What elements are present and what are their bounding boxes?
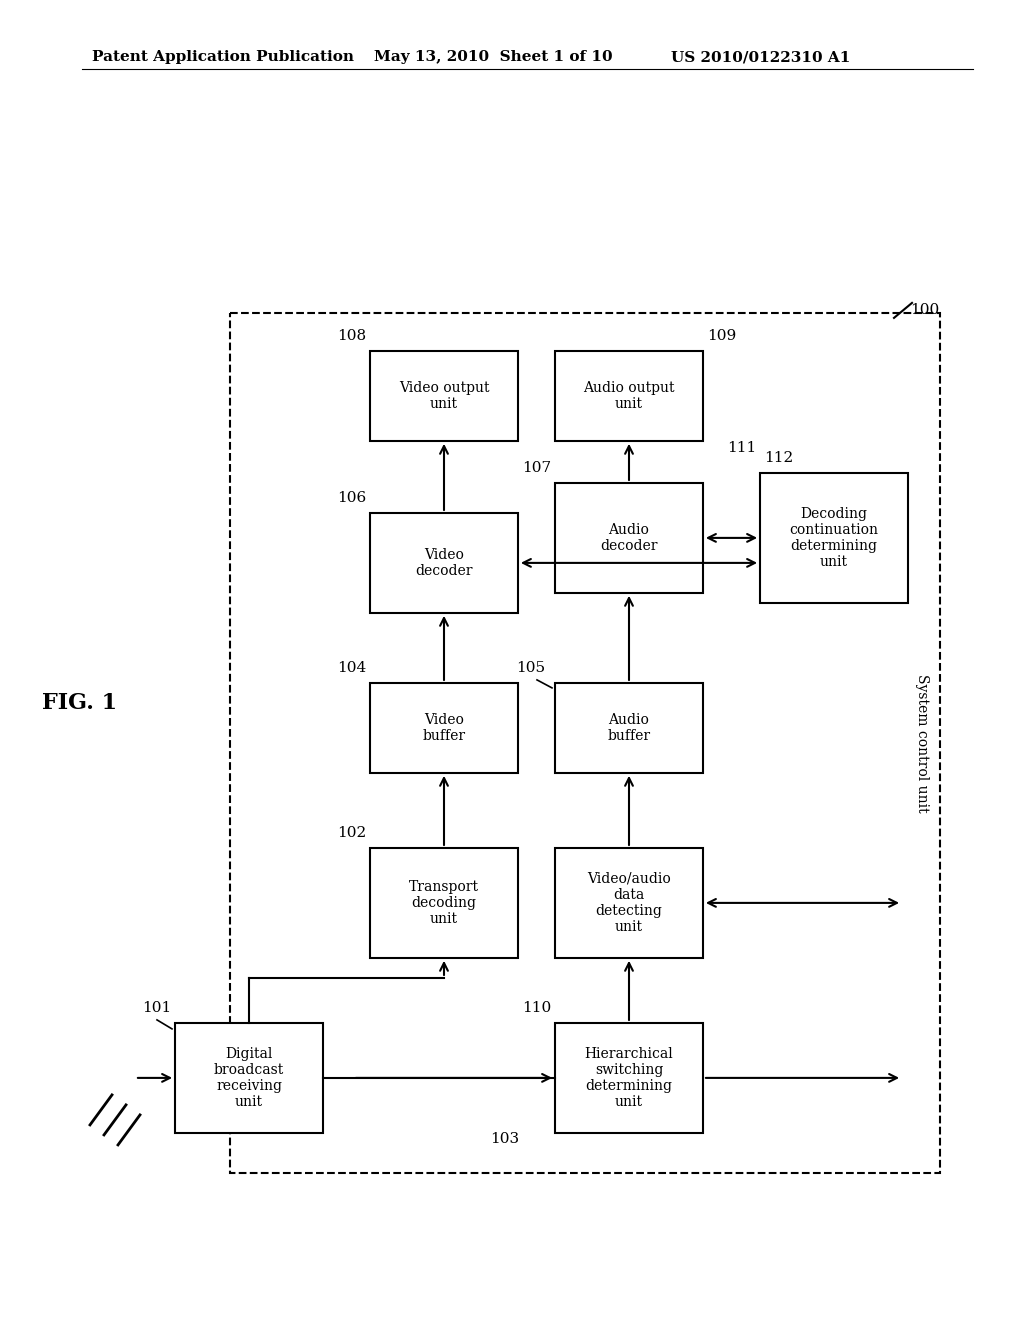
Bar <box>175 1023 323 1133</box>
Text: Decoding
continuation
determining
unit: Decoding continuation determining unit <box>790 507 879 569</box>
Text: Video output
unit: Video output unit <box>398 380 489 411</box>
Bar <box>370 847 518 958</box>
Text: 104: 104 <box>337 661 366 675</box>
Text: Patent Application Publication: Patent Application Publication <box>92 50 354 65</box>
Bar <box>555 1023 703 1133</box>
Bar <box>555 483 703 593</box>
Text: 107: 107 <box>522 461 551 475</box>
Text: 111: 111 <box>727 441 756 455</box>
Text: 108: 108 <box>337 329 366 343</box>
Bar <box>555 682 703 774</box>
Bar <box>555 351 703 441</box>
Text: 100: 100 <box>910 302 939 317</box>
Text: 110: 110 <box>522 1001 551 1015</box>
Bar <box>370 682 518 774</box>
Text: Transport
decoding
unit: Transport decoding unit <box>409 879 479 927</box>
Text: Digital
broadcast
receiving
unit: Digital broadcast receiving unit <box>214 1047 284 1109</box>
Text: FIG. 1: FIG. 1 <box>42 692 118 714</box>
Text: Hierarchical
switching
determining
unit: Hierarchical switching determining unit <box>585 1047 674 1109</box>
Text: Video/audio
data
detecting
unit: Video/audio data detecting unit <box>587 871 671 935</box>
Text: 109: 109 <box>707 329 736 343</box>
Text: Video
buffer: Video buffer <box>423 713 466 743</box>
Text: 101: 101 <box>141 1001 171 1015</box>
Text: 112: 112 <box>764 451 794 465</box>
Text: Audio
buffer: Audio buffer <box>607 713 650 743</box>
Text: Video
decoder: Video decoder <box>416 548 473 578</box>
Bar <box>760 473 908 603</box>
Bar <box>230 313 940 1173</box>
Text: US 2010/0122310 A1: US 2010/0122310 A1 <box>671 50 850 65</box>
Text: 106: 106 <box>337 491 366 504</box>
Text: Audio
decoder: Audio decoder <box>600 523 657 553</box>
Text: 102: 102 <box>337 826 366 840</box>
Bar <box>370 513 518 612</box>
Text: Audio output
unit: Audio output unit <box>584 380 675 411</box>
Text: System control unit: System control unit <box>915 673 929 812</box>
Bar <box>555 847 703 958</box>
Text: 105: 105 <box>516 661 545 675</box>
Text: 103: 103 <box>490 1133 519 1146</box>
Bar <box>370 351 518 441</box>
Text: May 13, 2010  Sheet 1 of 10: May 13, 2010 Sheet 1 of 10 <box>374 50 612 65</box>
